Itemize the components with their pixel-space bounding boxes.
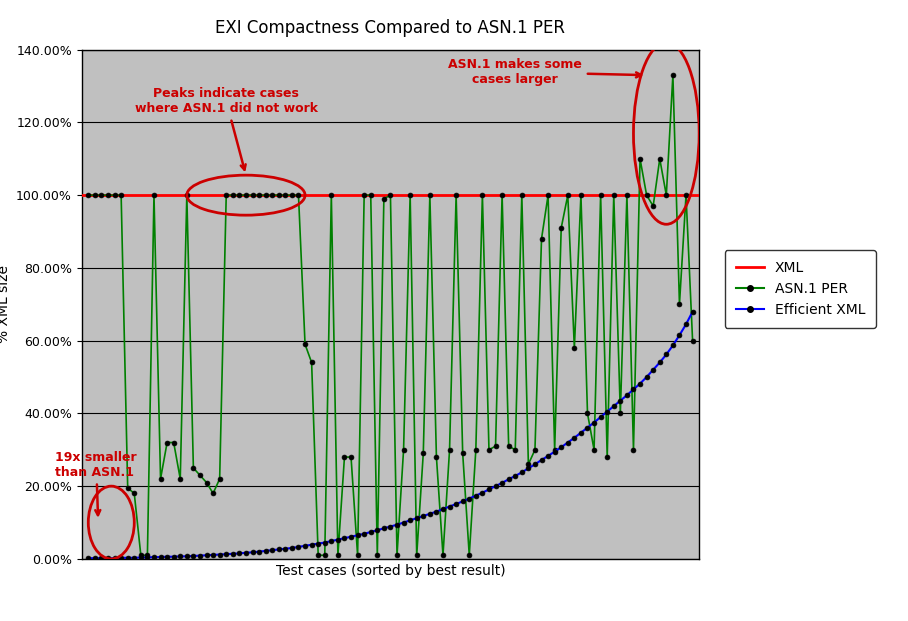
Text: ASN.1 makes some
cases larger: ASN.1 makes some cases larger xyxy=(449,58,641,86)
Legend: XML, ASN.1 PER, Efficient XML: XML, ASN.1 PER, Efficient XML xyxy=(725,250,876,329)
Text: EXI Compactness Compared to ASN.1 PER: EXI Compactness Compared to ASN.1 PER xyxy=(215,19,566,37)
Text: Peaks indicate cases
where ASN.1 did not work: Peaks indicate cases where ASN.1 did not… xyxy=(134,87,318,170)
Text: 19x smaller
than ASN.1: 19x smaller than ASN.1 xyxy=(55,451,137,515)
X-axis label: Test cases (sorted by best result): Test cases (sorted by best result) xyxy=(276,564,505,578)
Y-axis label: % XML size: % XML size xyxy=(0,265,11,343)
